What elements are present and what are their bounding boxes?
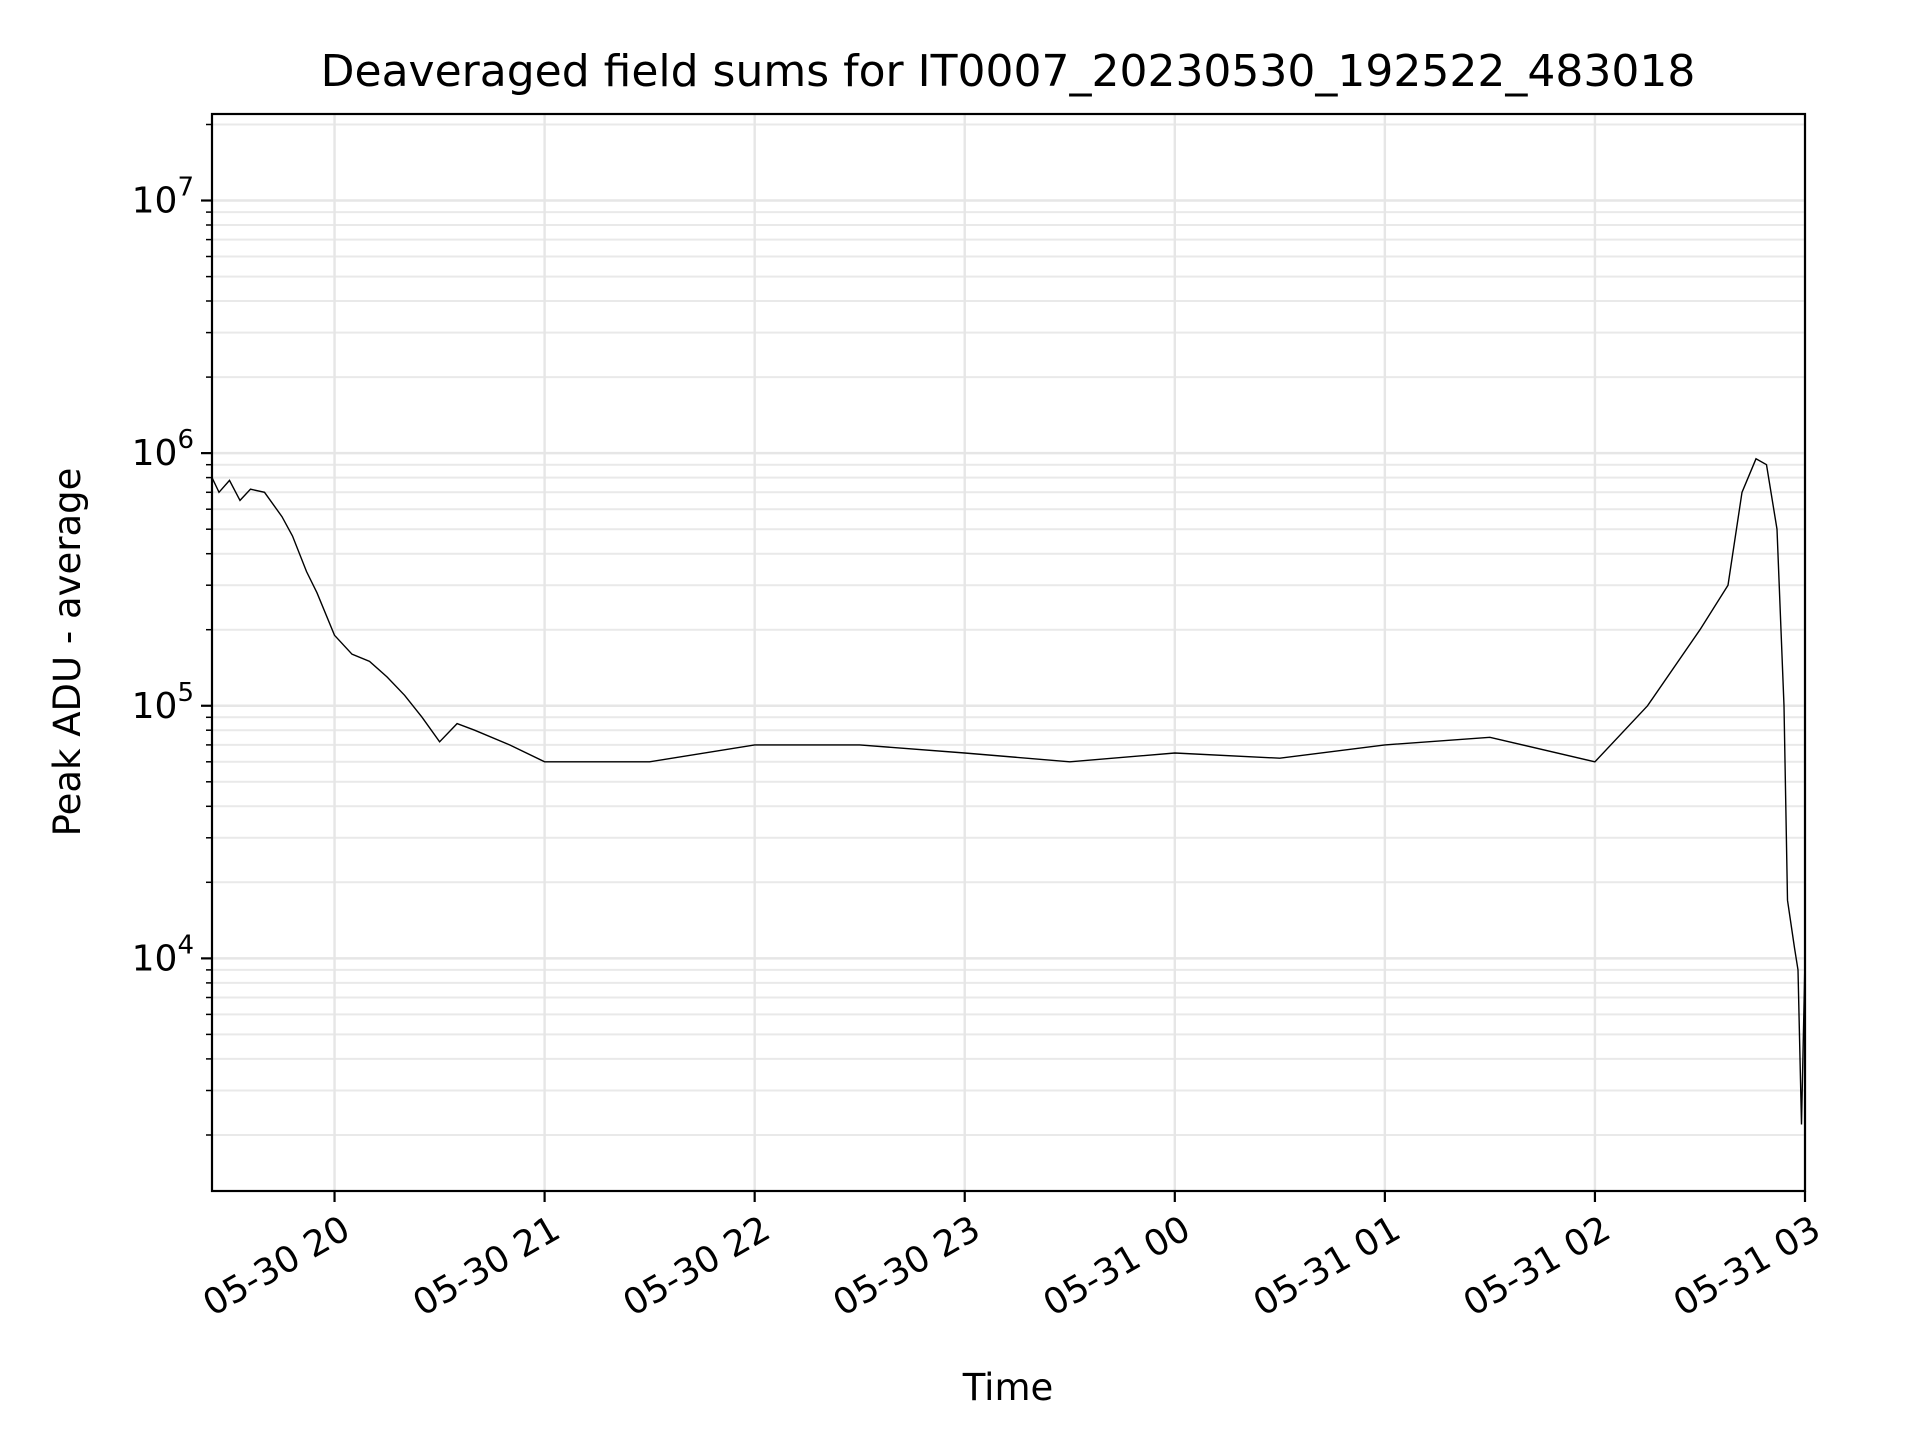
x-axis-label: Time — [962, 1366, 1054, 1409]
y-tick-label: 104 — [132, 930, 194, 979]
x-tick-label: 05-31 03 — [1667, 1208, 1828, 1324]
x-tick-label: 05-30 22 — [617, 1208, 778, 1324]
series-layer — [211, 457, 1806, 1125]
x-tick-label: 05-30 21 — [406, 1208, 567, 1324]
x-tick-label: 05-31 01 — [1247, 1208, 1408, 1324]
ticks: 104 105 106 107 05-30 20 05-30 21 05-30 22 05-3… — [132, 123, 1828, 1325]
x-tick-label: 05-31 00 — [1037, 1208, 1198, 1324]
x-tick-label: 05-30 23 — [827, 1208, 988, 1324]
chart-title: Deaveraged field sums for IT0007_2023053… — [321, 46, 1696, 97]
y-tick-label: 107 — [132, 173, 194, 222]
y-tick-label: 105 — [132, 678, 194, 727]
x-tick-label: 05-30 20 — [196, 1208, 357, 1324]
y-axis-label: Peak ADU - average — [46, 468, 89, 837]
grid — [212, 114, 1807, 1191]
plot-frame — [210, 112, 1807, 1193]
y-tick-label: 106 — [132, 425, 194, 474]
series-line — [211, 457, 1806, 1125]
x-tick-label: 05-31 02 — [1457, 1208, 1618, 1324]
